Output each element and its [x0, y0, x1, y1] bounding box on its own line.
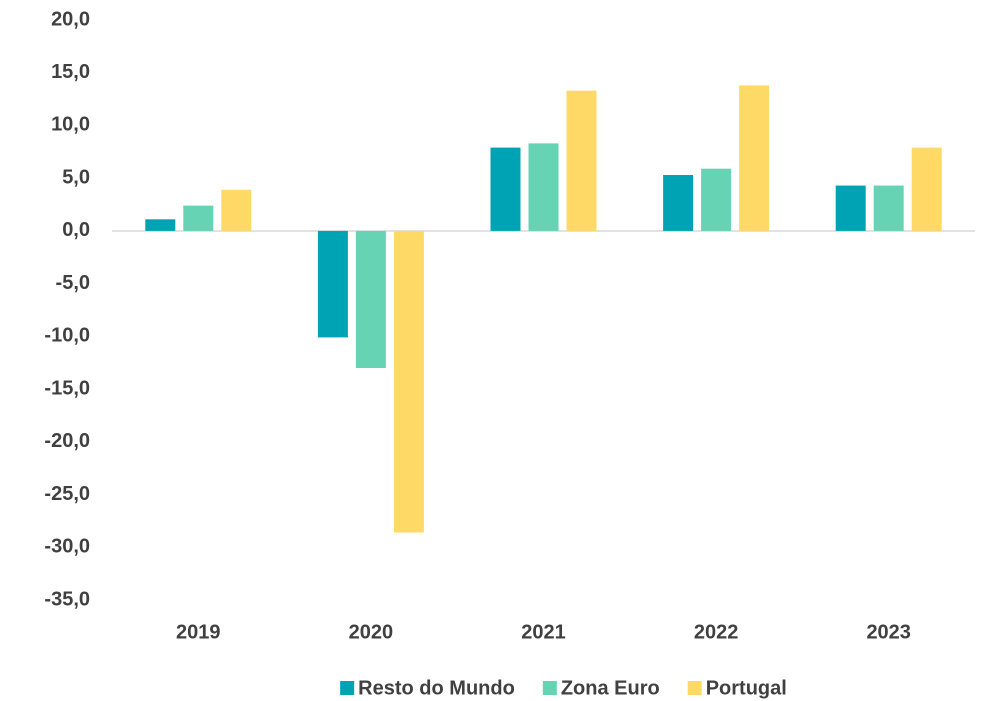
x-tick-label: 2022 — [694, 621, 739, 643]
bar — [317, 230, 348, 338]
y-tick-label: -5,0 — [56, 272, 90, 294]
x-tick-label: 2020 — [349, 621, 394, 643]
y-tick-label: -10,0 — [44, 325, 90, 347]
bar — [701, 168, 732, 231]
legend-label: Resto do Mundo — [358, 677, 515, 699]
y-tick-label: -20,0 — [44, 430, 90, 452]
bar — [490, 147, 521, 231]
bar — [183, 205, 214, 231]
legend-swatch — [542, 681, 557, 695]
bar — [145, 219, 176, 231]
bar — [739, 85, 770, 231]
x-tick-label: 2023 — [866, 621, 911, 643]
y-tick-label: 0,0 — [62, 219, 90, 241]
y-tick-label: -30,0 — [44, 536, 90, 558]
bar — [355, 230, 386, 368]
bar — [911, 147, 942, 231]
x-tick-label: 2021 — [521, 621, 566, 643]
y-tick-label: -15,0 — [44, 377, 90, 399]
y-tick-label: 15,0 — [51, 61, 90, 83]
bar — [835, 185, 866, 231]
y-tick-label: 20,0 — [51, 8, 90, 30]
y-tick-label: 10,0 — [51, 114, 90, 136]
y-tick-label: 5,0 — [62, 166, 90, 188]
y-tick-label: -25,0 — [44, 483, 90, 505]
legend-swatch — [687, 681, 702, 695]
bar — [221, 189, 252, 231]
bar — [393, 230, 424, 533]
legend-label: Zona Euro — [561, 677, 660, 699]
bar — [528, 143, 559, 231]
y-tick-label: -35,0 — [44, 588, 90, 610]
legend-label: Portugal — [706, 677, 787, 699]
x-tick-label: 2019 — [176, 621, 221, 643]
bar — [566, 90, 597, 231]
bar — [663, 175, 694, 231]
bar — [873, 185, 904, 231]
legend-swatch — [340, 681, 355, 695]
